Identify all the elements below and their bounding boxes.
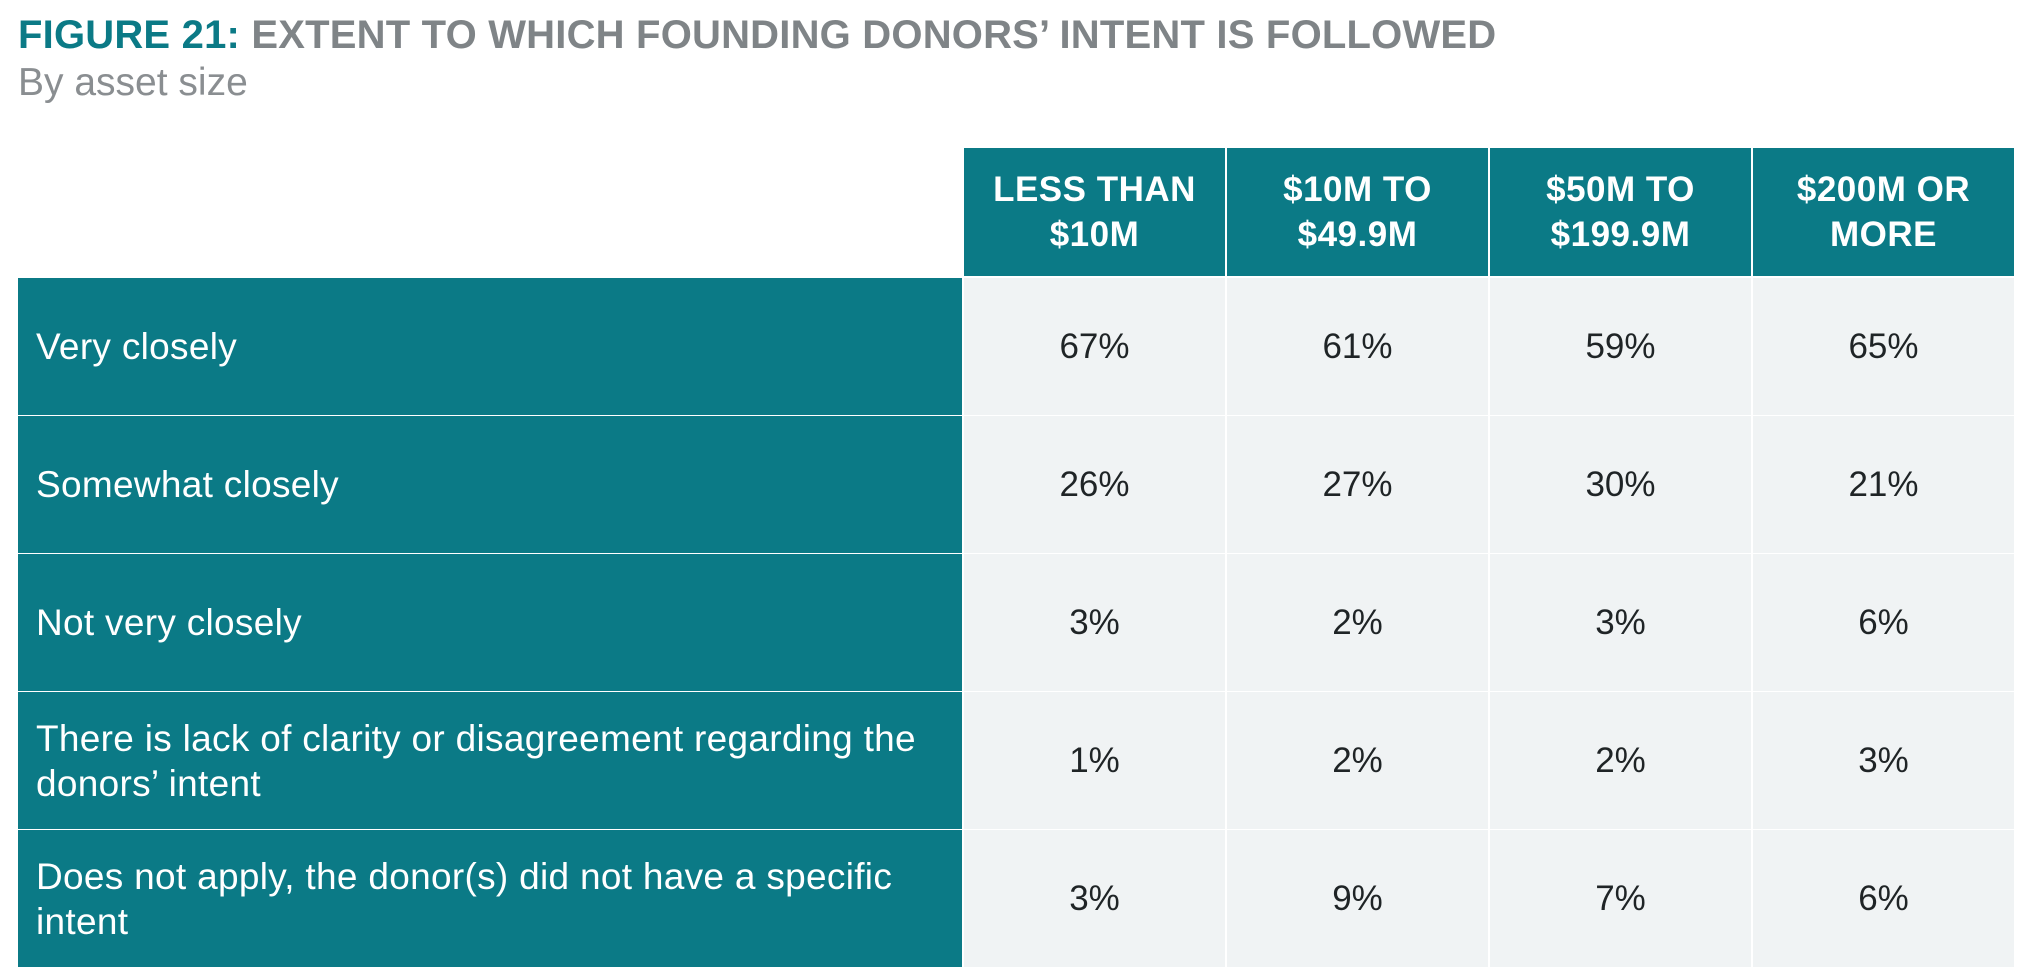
column-header-label: $10M TO $49.9M xyxy=(1283,170,1432,254)
table-cell-value: 3% xyxy=(1753,692,2014,829)
table-cell-value: 9% xyxy=(1227,830,1488,967)
table-cell-value: 65% xyxy=(1753,278,2014,415)
column-header: $10M TO $49.9M xyxy=(1227,148,1488,276)
row-label-text: Somewhat closely xyxy=(36,464,339,505)
row-label: Does not apply, the donor(s) did not hav… xyxy=(18,830,962,967)
table-cell-value: 1% xyxy=(964,692,1225,829)
table-cell-value: 67% xyxy=(964,278,1225,415)
table-cell-value: 59% xyxy=(1490,278,1751,415)
row-label: There is lack of clarity or disagreement… xyxy=(18,692,962,829)
figure-title-text: EXTENT TO WHICH FOUNDING DONORS’ INTENT … xyxy=(251,13,1497,57)
figure-subtitle: By asset size xyxy=(18,61,248,104)
table-cell-value: 2% xyxy=(1490,692,1751,829)
row-label: Very closely xyxy=(18,278,962,415)
row-label: Somewhat closely xyxy=(18,416,962,553)
table-cell-value: 3% xyxy=(1490,554,1751,691)
table-cell-value: 30% xyxy=(1490,416,1751,553)
table-cell-value: 3% xyxy=(964,830,1225,967)
table-cell-value: 6% xyxy=(1753,830,2014,967)
table-cell-value: 61% xyxy=(1227,278,1488,415)
column-header-label: $50M TO $199.9M xyxy=(1546,170,1695,254)
row-label: Not very closely xyxy=(18,554,962,691)
table-cell-value: 6% xyxy=(1753,554,2014,691)
table-cell-value: 2% xyxy=(1227,554,1488,691)
table-cell-value: 2% xyxy=(1227,692,1488,829)
figure-title: FIGURE 21: EXTENT TO WHICH FOUNDING DONO… xyxy=(18,12,1496,58)
table-cell-value: 7% xyxy=(1490,830,1751,967)
row-label-text: Very closely xyxy=(36,326,238,367)
table-cell-value: 27% xyxy=(1227,416,1488,553)
column-header: $200M OR MORE xyxy=(1753,148,2014,276)
table-cell-value: 21% xyxy=(1753,416,2014,553)
row-label-text: Not very closely xyxy=(36,602,302,643)
column-header: LESS THAN $10M xyxy=(964,148,1225,276)
table-cell-value: 26% xyxy=(964,416,1225,553)
figure-label: FIGURE 21: xyxy=(18,13,241,57)
row-label-text: There is lack of clarity or disagreement… xyxy=(36,717,916,804)
column-header-label: $200M OR MORE xyxy=(1796,170,1971,254)
table-cell-value: 3% xyxy=(964,554,1225,691)
column-header-label: LESS THAN $10M xyxy=(993,170,1196,254)
row-label-text: Does not apply, the donor(s) did not hav… xyxy=(36,855,893,942)
column-header: $50M TO $199.9M xyxy=(1490,148,1751,276)
